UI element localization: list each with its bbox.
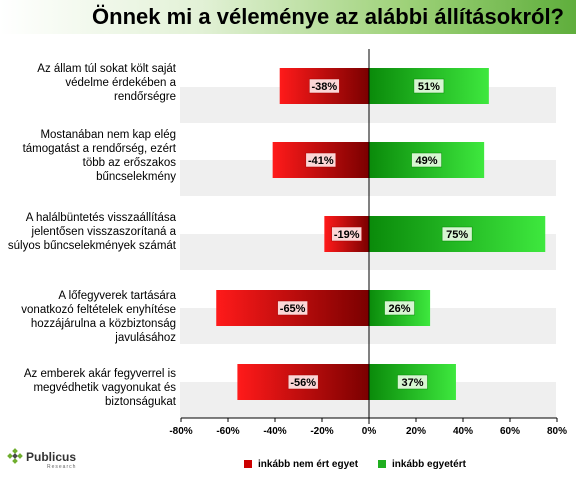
category-label: A halálbüntetés visszaállítása jelentőse…	[7, 212, 176, 252]
x-tick-label: -40%	[263, 426, 286, 437]
value-label-negative: -19%	[334, 229, 360, 241]
value-label-positive: 26%	[389, 303, 411, 315]
x-tick-label: -20%	[310, 426, 333, 437]
value-label-box-positive	[413, 78, 445, 94]
value-label-positive: 37%	[401, 377, 423, 389]
legend-positive: inkább egyetért	[378, 459, 466, 470]
value-label-positive: 51%	[418, 81, 440, 93]
value-label-box-positive	[397, 374, 428, 390]
value-label-negative: -38%	[312, 81, 338, 93]
x-tick-label: 40%	[453, 426, 473, 437]
value-label-positive: 49%	[416, 155, 438, 167]
brand-name: Publicus	[26, 450, 77, 464]
x-tick-label: 80%	[547, 426, 567, 437]
value-label-box-negative	[305, 152, 337, 168]
value-label-box-negative	[287, 374, 319, 390]
value-label-negative: -56%	[290, 377, 316, 389]
x-tick-label: 20%	[406, 426, 426, 437]
x-tick-label: 60%	[500, 426, 520, 437]
value-label-box-negative	[331, 226, 362, 242]
value-label-negative: -41%	[308, 155, 334, 167]
value-label-box-positive	[441, 226, 473, 242]
publicus-logo-icon	[7, 448, 23, 464]
value-label-box-positive	[411, 152, 442, 168]
category-label: Az emberek akár fegyverrel is megvédheti…	[23, 368, 176, 408]
value-label-box-negative	[277, 300, 308, 316]
category-label: A lőfegyverek tartására vonatkozó feltét…	[21, 290, 176, 344]
brand-sub: Research	[47, 464, 77, 470]
legend-negative: inkább nem ért egyet	[244, 459, 358, 470]
category-label: Az állam túl sokat költ saját védelme ér…	[37, 63, 176, 103]
value-label-negative: -65%	[280, 303, 306, 315]
legend-swatch-positive	[378, 460, 386, 469]
value-label-box-negative	[309, 78, 340, 94]
x-tick-label: -80%	[169, 426, 192, 437]
legend-swatch-negative	[244, 460, 252, 469]
value-label-positive: 75%	[446, 229, 468, 241]
title-bar	[0, 0, 576, 34]
legend-label-negative: inkább nem ért egyet	[258, 459, 359, 470]
legend-label-positive: inkább egyetért	[392, 459, 466, 470]
category-label: Mostanában nem kap elég támogatást a ren…	[22, 129, 176, 183]
value-label-box-positive	[384, 300, 415, 316]
x-tick-label: -60%	[216, 426, 239, 437]
chart-title: Önnek mi a véleménye az alábbi állítások…	[92, 4, 564, 29]
x-tick-label: 0%	[362, 426, 377, 437]
